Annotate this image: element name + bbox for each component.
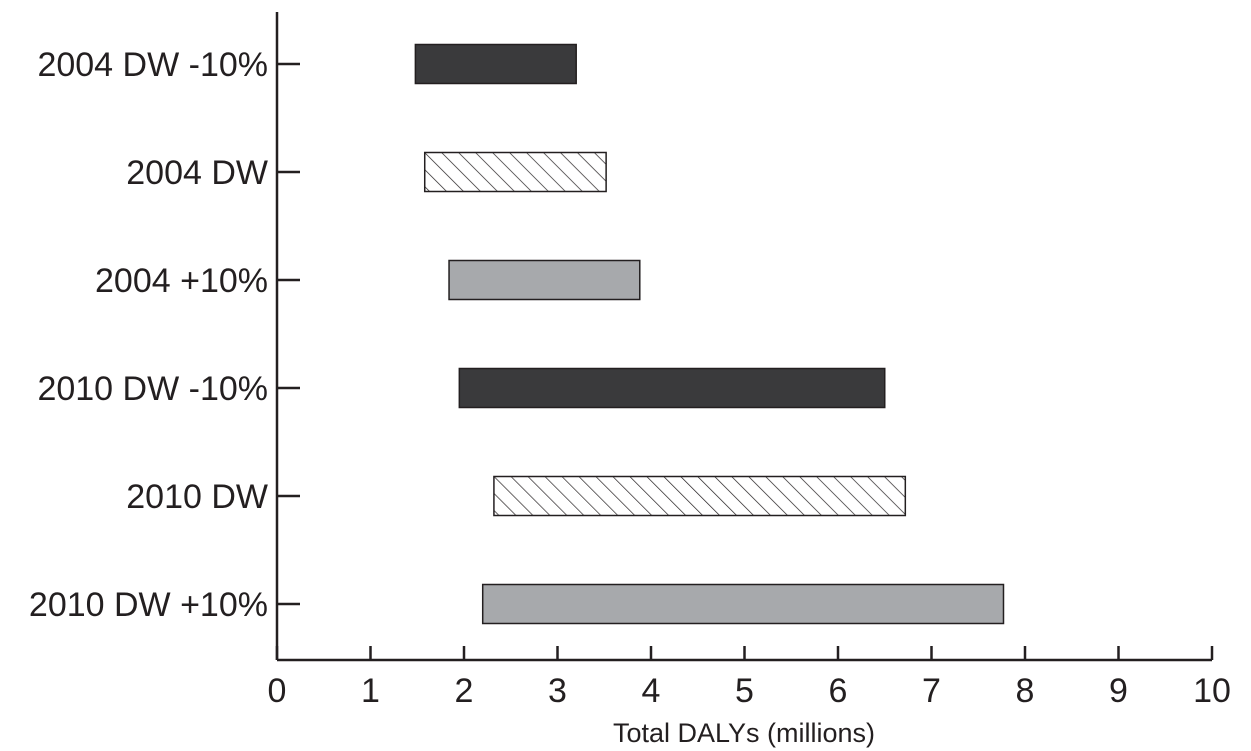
ticks-layer [275,62,1214,660]
x-tick-label: 7 [922,672,941,710]
x-tick-label: 2 [455,672,474,710]
axes-layer [275,12,1212,662]
labels-layer: 0 1 2 3 4 5 6 7 8 9 10 2004 DW -10% 2004 DW 2004 +10%… [29,46,1231,710]
x-axis-title: Total DALYs (millions) [613,718,875,748]
x-tick-label: 5 [735,672,754,710]
category-label: 2010 DW +10% [29,586,268,624]
category-label: 2010 DW -10% [37,370,268,408]
x-tick-label: 1 [361,672,380,710]
range-bar [423,151,607,193]
range-bar [458,367,886,409]
x-tick-label: 0 [268,672,287,710]
x-tick-label: 4 [642,672,661,710]
category-label: 2004 DW -10% [37,46,268,84]
x-tick-label: 6 [829,672,848,710]
category-label: 2004 +10% [95,262,268,300]
x-tick-label: 8 [1016,672,1035,710]
bars-layer [414,43,1005,625]
x-tick-label: 9 [1109,672,1128,710]
range-bar [493,475,907,517]
range-bar [414,43,577,85]
x-tick-label: 3 [548,672,567,710]
x-tick-label: 10 [1193,672,1231,710]
category-label: 2010 DW [126,478,268,516]
range-bar [448,259,641,301]
range-bar [481,583,1005,625]
category-label: 2004 DW [126,154,268,192]
